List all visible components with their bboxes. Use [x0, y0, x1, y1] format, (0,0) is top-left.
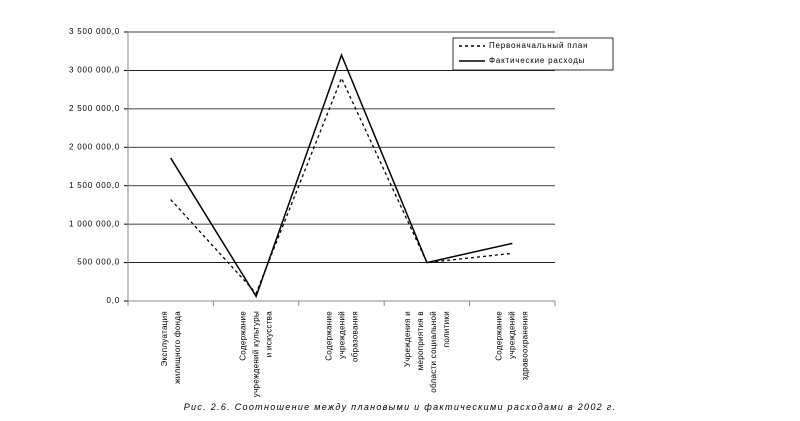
x-tick-label: Учреждения и мероприятия в области социа… [402, 311, 451, 393]
y-tick-label: 3 000 000,0 [69, 66, 120, 75]
x-tick-label: Эксплуатация жилищного фонда [159, 311, 182, 384]
legend-label: Первоначальный план [489, 41, 588, 50]
x-tick-label: Содержание учреждений культуры и искусст… [238, 311, 274, 398]
x-tick-label: Содержание учреждений здравоохранения [494, 311, 530, 381]
x-tick-label: Содержание учреждений образования [324, 311, 359, 362]
y-tick-label: 0,0 [106, 296, 120, 305]
y-tick-label: 2 500 000,0 [69, 104, 120, 113]
legend-label: Фактические расходы [489, 56, 585, 65]
series-line [170, 76, 513, 295]
y-tick-label: 1 000 000,0 [69, 219, 120, 228]
y-tick-label: 3 500 000,0 [69, 27, 120, 36]
caption: Рис. 2.6. Соотношение между плановыми и … [183, 402, 617, 412]
series-line [170, 52, 513, 299]
y-tick-label: 1 500 000,0 [69, 181, 120, 190]
y-tick-label: 2 000 000,0 [69, 142, 120, 151]
legend-box [452, 37, 614, 71]
y-tick-label: 500 000,0 [77, 258, 120, 267]
